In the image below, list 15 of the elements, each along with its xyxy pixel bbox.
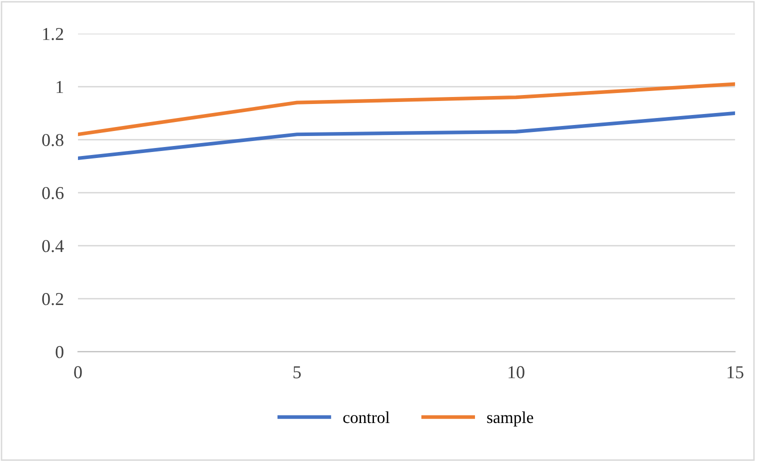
x-tick-label: 10: [508, 366, 524, 378]
y-tick-label: 0.2: [42, 292, 64, 306]
y-tick-label: 0: [56, 346, 64, 358]
x-tick-label: 0: [74, 366, 82, 378]
legend-label: sample: [487, 411, 534, 426]
legend-label: control: [343, 411, 390, 424]
line-series: [78, 82, 736, 136]
y-tick-label: 1: [56, 81, 63, 93]
x-tick-label: 5: [294, 366, 301, 378]
y-tick-label: 0.6: [42, 186, 64, 200]
y-tick-label: 0.4: [42, 240, 64, 252]
x-tick-label: 15: [728, 366, 744, 378]
y-tick-label: 0.8: [42, 134, 64, 146]
y-tick-label: 1.2: [43, 28, 64, 40]
line-series: [78, 111, 736, 160]
